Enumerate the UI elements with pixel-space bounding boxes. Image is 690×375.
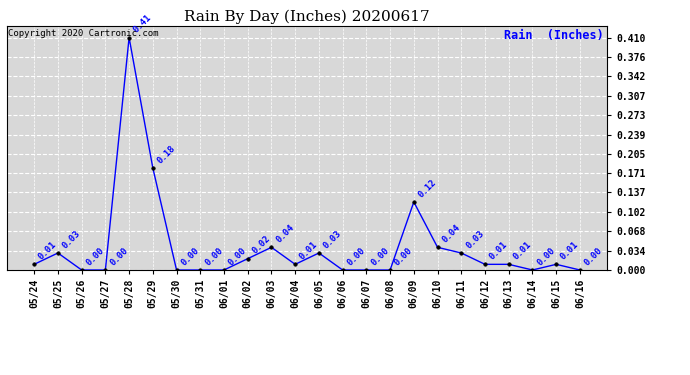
Text: 0.01: 0.01 <box>298 240 319 261</box>
Text: 0.01: 0.01 <box>37 240 59 261</box>
Text: Copyright 2020 Cartronic.com: Copyright 2020 Cartronic.com <box>8 29 159 38</box>
Text: 0.00: 0.00 <box>203 246 225 267</box>
Text: 0.04: 0.04 <box>440 223 462 245</box>
Text: 0.12: 0.12 <box>417 178 438 199</box>
Text: 0.03: 0.03 <box>464 229 486 250</box>
Text: 0.01: 0.01 <box>488 240 509 261</box>
Text: 0.02: 0.02 <box>250 234 272 256</box>
Text: 0.00: 0.00 <box>84 246 106 267</box>
Text: 0.04: 0.04 <box>274 223 296 245</box>
Text: 0.00: 0.00 <box>582 246 604 267</box>
Text: 0.03: 0.03 <box>61 229 82 250</box>
Text: Rain  (Inches): Rain (Inches) <box>504 29 604 42</box>
Text: 0.00: 0.00 <box>346 246 367 267</box>
Text: 0.00: 0.00 <box>227 246 248 267</box>
Title: Rain By Day (Inches) 20200617: Rain By Day (Inches) 20200617 <box>184 9 430 24</box>
Text: 0.00: 0.00 <box>369 246 391 267</box>
Text: 0.00: 0.00 <box>108 246 130 267</box>
Text: 0.00: 0.00 <box>393 246 415 267</box>
Text: 0.41: 0.41 <box>132 13 153 35</box>
Text: 0.01: 0.01 <box>511 240 533 261</box>
Text: 0.00: 0.00 <box>535 246 557 267</box>
Text: 0.03: 0.03 <box>322 229 343 250</box>
Text: 0.00: 0.00 <box>179 246 201 267</box>
Text: 0.01: 0.01 <box>559 240 580 261</box>
Text: 0.18: 0.18 <box>156 144 177 165</box>
